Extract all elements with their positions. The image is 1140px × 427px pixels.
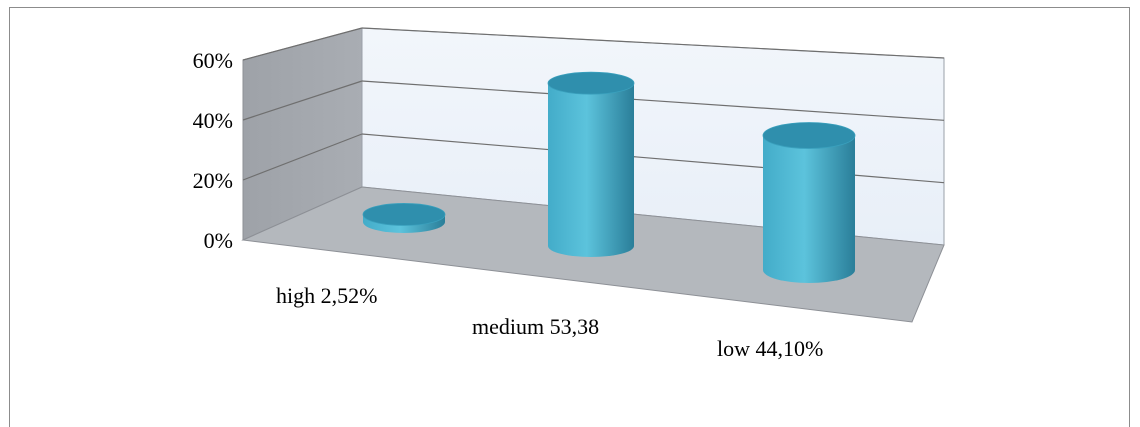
x-category-label: medium 53,38	[472, 314, 599, 339]
gridline-side	[242, 80, 363, 121]
gridline	[361, 27, 945, 59]
bar-body	[548, 83, 634, 257]
y-tick-label: 0%	[204, 228, 233, 253]
bar-top	[362, 203, 446, 226]
gridline-side	[242, 133, 363, 181]
bar-body	[763, 135, 855, 283]
gridline	[361, 80, 945, 121]
y-tick-label: 20%	[193, 168, 233, 193]
x-category-label: low 44,10%	[717, 336, 823, 361]
x-category-label: high 2,52%	[276, 283, 377, 308]
gridline-side	[242, 27, 363, 61]
bar-top	[762, 122, 856, 149]
chart-frame	[9, 7, 1130, 427]
y-tick-label: 40%	[193, 108, 233, 133]
bar-chart-3d: 0% 20% 40% 60% high 2,52% medium 53,38 low 44,…	[193, 27, 945, 361]
bar-top	[547, 71, 635, 95]
y-tick-label: 60%	[193, 48, 233, 73]
